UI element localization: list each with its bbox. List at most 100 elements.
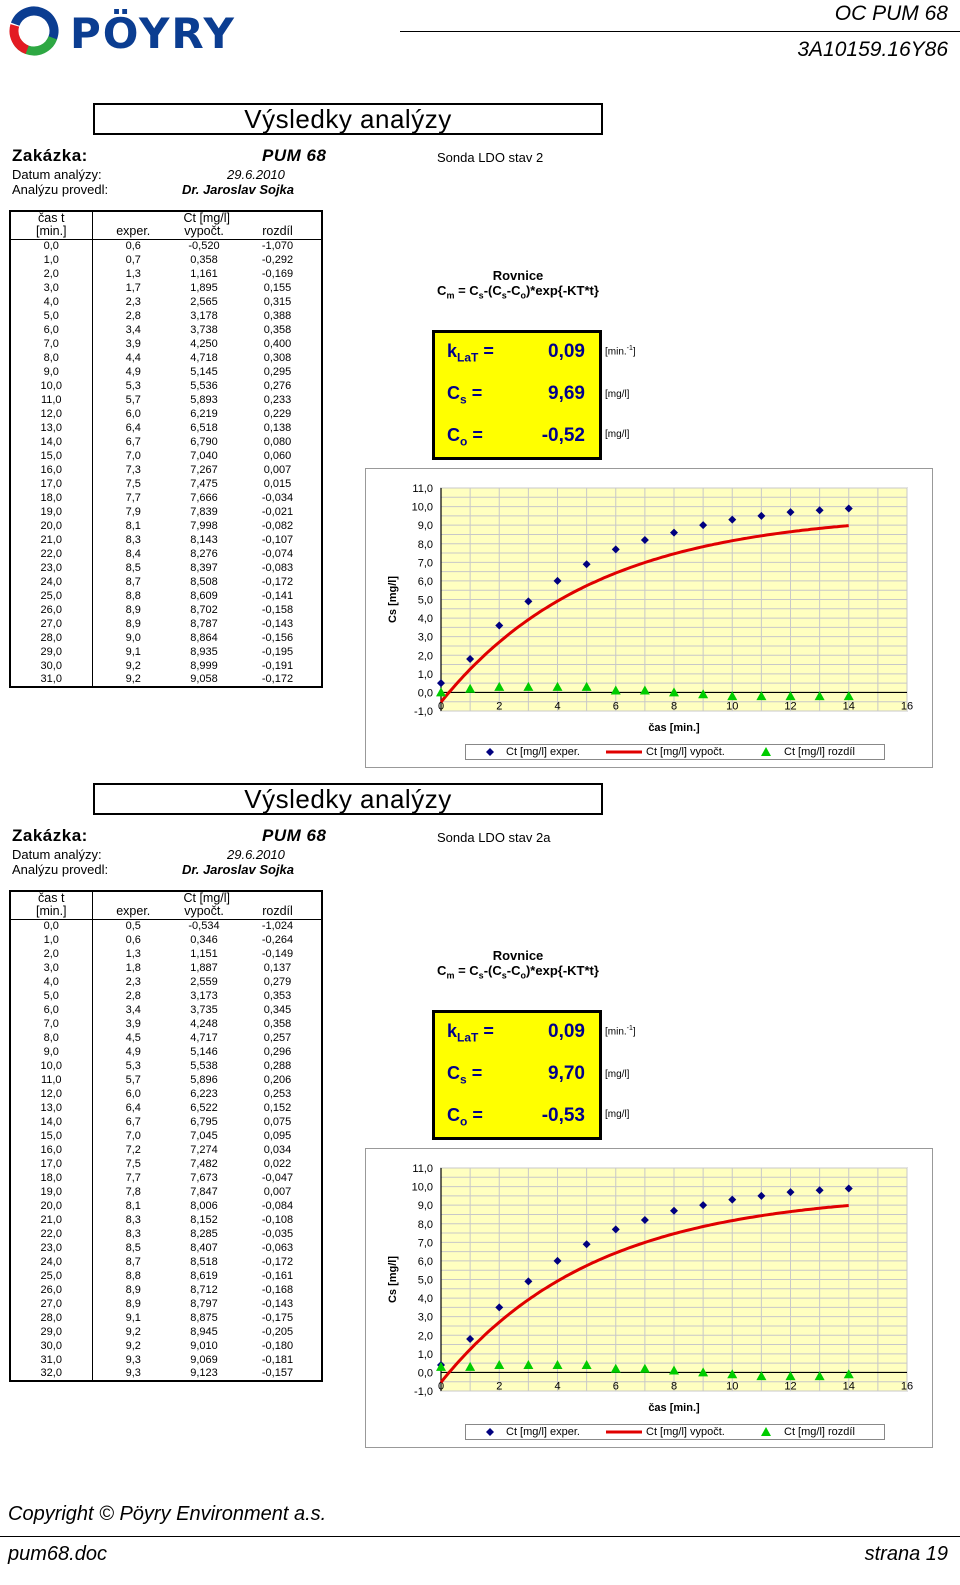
param-co-value: -0,52 (541, 425, 585, 446)
document-code: OC PUM 68 (834, 2, 948, 25)
table-cell: 7,040 (190, 449, 218, 462)
residual-point (814, 1371, 825, 1381)
table-cell: 9,069 (190, 1353, 218, 1366)
table-cell: 0,253 (263, 1087, 292, 1100)
table-cell: 3,9 (125, 337, 141, 350)
document-number: 3A10159.16Y86 (797, 38, 948, 61)
table-cell: 8,5 (125, 561, 141, 574)
chart-svg: -1,0 0,0 1,0 2,0 3,0 4,0 5,0 6,0 7,0 8,0 9,0 10,0 11… (365, 1148, 933, 1448)
table-row: 15,0 7,0 7,040 0,060 (10, 449, 322, 463)
y-tick-label: 5,0 (418, 1275, 433, 1287)
exper-point (728, 515, 737, 524)
x-tick-label: 12 (784, 1380, 796, 1392)
table-cell: -0,168 (261, 1283, 294, 1296)
x-tick-label: 14 (843, 1380, 855, 1392)
param-cs-label: Cs = (447, 1063, 483, 1087)
table-cell: 6,219 (190, 407, 218, 420)
x-tick-label: 0 (438, 1380, 444, 1392)
table-cell: 28,0 (10, 631, 93, 645)
param-co-value: -0,53 (541, 1105, 585, 1126)
table-cell: 2,8 (125, 989, 141, 1002)
table-cell: 8,4 (125, 547, 141, 560)
table-cell: 15,0 (10, 449, 93, 463)
legend-diff: Ct [mg/l] rozdíl (784, 1426, 855, 1438)
table-row: 7,0 3,9 4,248 0,358 (10, 1017, 322, 1031)
table-row: 32,0 9,3 9,123 -0,157 (10, 1367, 322, 1381)
table-row: 6,0 3,4 3,738 0,358 (10, 323, 322, 337)
y-tick-label: 4,0 (418, 1293, 433, 1305)
table-cell: 1,3 (125, 947, 141, 960)
legend-triangle-icon (761, 747, 771, 756)
exper-point (553, 576, 562, 585)
x-tick-label: 2 (496, 1380, 502, 1392)
table-cell: 6,223 (190, 1087, 218, 1100)
table-header-row: čas t Ct [mg/l] (10, 211, 322, 225)
table-cell: 5,538 (190, 1059, 218, 1072)
table-cell: 8,1 (125, 519, 141, 532)
table-cell: 8,702 (190, 603, 218, 616)
probe-name: Sonda LDO stav 2a (437, 830, 551, 845)
table-cell: 14,0 (10, 435, 93, 449)
param-co-label: Co = (447, 1105, 483, 1129)
param-k-label: kLaT = (447, 341, 494, 365)
exper-point (670, 528, 678, 537)
unit-text: [min. (605, 1026, 627, 1038)
table-cell: 1,895 (190, 281, 218, 294)
table-cell: 7,847 (190, 1185, 218, 1198)
legend-exper: Ct [mg/l] exper. (506, 1426, 580, 1438)
y-tick-label: 2,0 (418, 1330, 433, 1342)
table-cell: 17,0 (10, 477, 93, 491)
table-cell: 9,058 (190, 673, 218, 685)
y-tick-label: 5,0 (418, 595, 433, 607)
table-cell: 25,0 (10, 1269, 93, 1283)
residual-point (581, 681, 592, 691)
header-time: čas t (10, 891, 93, 905)
table-cell: 21,0 (10, 533, 93, 547)
table-row: 24,0 8,7 8,518 -0,172 (10, 1255, 322, 1269)
results-table: čas t Ct [mg/l] [min.] exper. vypočt. rozdíl 0… (9, 210, 323, 688)
table-row: 27,0 8,9 8,787 -0,143 (10, 617, 322, 631)
table-cell: 4,0 (10, 975, 93, 989)
column-header: rozdíl (234, 225, 322, 240)
table-cell: 1,151 (190, 947, 218, 960)
param-k-unit: [min.-1] (605, 1025, 636, 1037)
residual-point (843, 1369, 854, 1379)
table-cell: 8,3 (125, 533, 141, 546)
y-tick-label: 9,0 (418, 520, 433, 532)
y-tick-label: 4,0 (418, 613, 433, 625)
table-cell: 7,5 (125, 1157, 141, 1170)
table-cell: 9,2 (125, 659, 141, 672)
table-row: 8,0 4,4 4,718 0,308 (10, 351, 322, 365)
table-cell: 4,717 (190, 1031, 218, 1044)
exper-point (640, 536, 649, 545)
table-cell: 29,0 (10, 645, 93, 659)
table-row: 16,0 7,3 7,267 0,007 (10, 463, 322, 477)
table-cell: 2,559 (190, 975, 218, 988)
table-cell: 19,0 (10, 1185, 93, 1199)
table-cell: 5,0 (10, 309, 93, 323)
table-cell: 25,0 (10, 589, 93, 603)
table-cell: 5,3 (125, 379, 141, 392)
table-header-row: [min.] exper. vypočt. rozdíl (10, 225, 322, 240)
order-label: Zakázka: (12, 826, 88, 845)
table-cell: 27,0 (10, 617, 93, 631)
table-cell: 22,0 (10, 547, 93, 561)
table-cell: -1,070 (261, 239, 294, 252)
table-cell: -0,143 (261, 617, 294, 630)
table-cell: -0,158 (261, 603, 294, 616)
table-cell: 6,522 (190, 1101, 218, 1114)
table-cell: 17,0 (10, 1157, 93, 1171)
legend-diff: Ct [mg/l] rozdíl (784, 746, 855, 758)
y-tick-label: 3,0 (418, 1312, 433, 1324)
unit-text: [min. (605, 346, 627, 358)
x-tick-label: 10 (726, 700, 738, 712)
results-table: čas t Ct [mg/l] [min.] exper. vypočt. rozdíl 0… (9, 890, 323, 1382)
table-row: 26,0 8,9 8,712 -0,168 (10, 1283, 322, 1297)
table-cell: 0,6 (125, 933, 141, 946)
table-cell: 4,248 (190, 1017, 218, 1030)
table-cell: 14,0 (10, 1115, 93, 1129)
table-cell: 6,0 (10, 323, 93, 337)
table-cell: 6,518 (190, 421, 218, 434)
residual-point (639, 685, 650, 695)
unit-bracket: ] (632, 346, 636, 358)
